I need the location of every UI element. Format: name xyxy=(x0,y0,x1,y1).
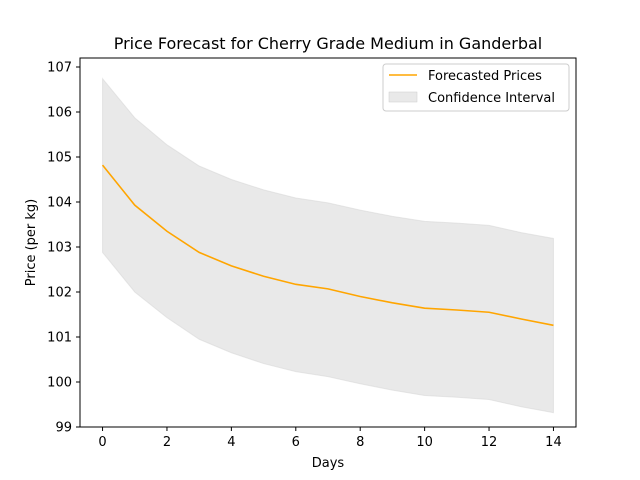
x-tick-label: 0 xyxy=(98,435,106,450)
y-tick-label: 101 xyxy=(47,331,72,346)
y-tick-label: 106 xyxy=(47,106,72,121)
x-tick-label: 8 xyxy=(356,435,364,450)
y-tick-label: 107 xyxy=(47,61,72,76)
chart-title: Price Forecast for Cherry Grade Medium i… xyxy=(114,34,543,53)
x-tick-label: 10 xyxy=(416,435,433,450)
forecast-line-0 xyxy=(101,164,554,327)
x-axis-label: Days xyxy=(312,456,345,471)
legend-band-swatch xyxy=(388,91,418,103)
confidence-interval-band xyxy=(102,77,554,414)
y-tick-label: 103 xyxy=(47,241,72,256)
y-tick-label: 105 xyxy=(47,151,72,166)
x-tick-label: 14 xyxy=(545,435,562,450)
plot-frame xyxy=(79,57,577,428)
y-tick-label: 102 xyxy=(47,286,72,301)
y-tick-label: 99 xyxy=(55,421,72,436)
y-tick-label: 104 xyxy=(47,196,72,211)
x-tick-label: 6 xyxy=(292,435,300,450)
legend-box xyxy=(382,63,570,112)
forecast-line-layer xyxy=(101,164,554,327)
legend: Forecasted Prices Confidence Interval xyxy=(382,63,570,112)
x-axis-ticks: 0 2 4 6 8 10 12 14 xyxy=(98,427,562,450)
y-axis-ticks: 99 100 101 102 103 104 105 106 107 xyxy=(47,61,80,436)
legend-label-forecast: Forecasted Prices xyxy=(428,69,542,84)
x-tick-label: 4 xyxy=(227,435,235,450)
y-tick-label: 100 xyxy=(47,376,72,391)
confidence-band-layer xyxy=(102,77,554,414)
y-axis-label: Price (per kg) xyxy=(24,199,39,287)
legend-label-confidence: Confidence Interval xyxy=(428,91,555,106)
x-tick-label: 2 xyxy=(163,435,171,450)
x-tick-label: 12 xyxy=(481,435,498,450)
